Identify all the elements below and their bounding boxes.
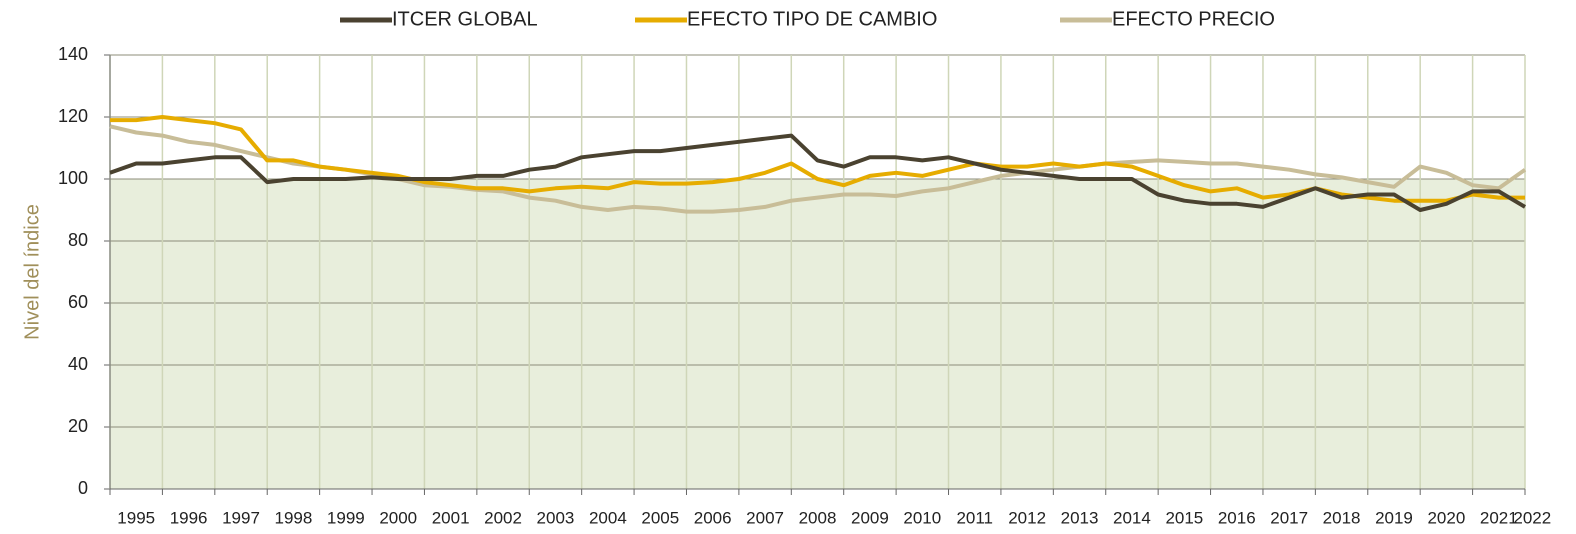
x-tick-label: 2003: [537, 508, 575, 527]
x-tick-label: 2000: [379, 508, 417, 527]
legend-label: EFECTO TIPO DE CAMBIO: [687, 8, 937, 30]
x-tick-label: 2005: [641, 508, 679, 527]
x-tick-label: 2011: [956, 508, 993, 527]
x-tick-label: 1999: [327, 508, 365, 527]
y-tick-label: 20: [68, 416, 88, 436]
x-tick-label: 2002: [484, 508, 522, 527]
x-tick-label: 2006: [694, 508, 732, 527]
x-tick-label: 2015: [1165, 508, 1203, 527]
x-tick-label: 2019: [1375, 508, 1413, 527]
x-tick-label: 2016: [1218, 508, 1256, 527]
x-tick-label: 2014: [1113, 508, 1151, 527]
x-tick-label: 2001: [432, 508, 470, 527]
x-tick-label: 2010: [903, 508, 941, 527]
x-tick-label: 2004: [589, 508, 627, 527]
y-tick-label: 60: [68, 292, 88, 312]
legend-label: EFECTO PRECIO: [1112, 8, 1275, 30]
x-tick-label: 2008: [799, 508, 837, 527]
x-tick-label: 2007: [746, 508, 784, 527]
x-tick-label: 2022: [1513, 508, 1551, 527]
x-tick-label: 2013: [1061, 508, 1099, 527]
y-tick-label: 120: [58, 106, 88, 126]
x-tick-label: 1996: [170, 508, 208, 527]
x-tick-label: 1995: [117, 508, 155, 527]
x-tick-label: 2020: [1427, 508, 1465, 527]
y-axis-title: Nivel del índice: [21, 204, 43, 340]
y-tick-label: 40: [68, 354, 88, 374]
y-tick-label: 100: [58, 168, 88, 188]
x-tick-label: 2009: [851, 508, 889, 527]
series-line: [110, 115, 1525, 203]
y-tick-label: 0: [78, 478, 88, 498]
x-tick-label: 1998: [275, 508, 313, 527]
series-line: [109, 133, 1527, 212]
x-tick-label: 1997: [222, 508, 260, 527]
shaded-region: [110, 179, 1525, 489]
x-tick-label: 2017: [1270, 508, 1308, 527]
y-tick-label: 80: [68, 230, 88, 250]
x-tick-label: 2012: [1008, 508, 1046, 527]
y-tick-label: 140: [58, 44, 88, 64]
x-tick-label: 2018: [1323, 508, 1361, 527]
legend-label: ITCER GLOBAL: [392, 8, 538, 30]
x-tick-label: 2021: [1480, 508, 1518, 527]
